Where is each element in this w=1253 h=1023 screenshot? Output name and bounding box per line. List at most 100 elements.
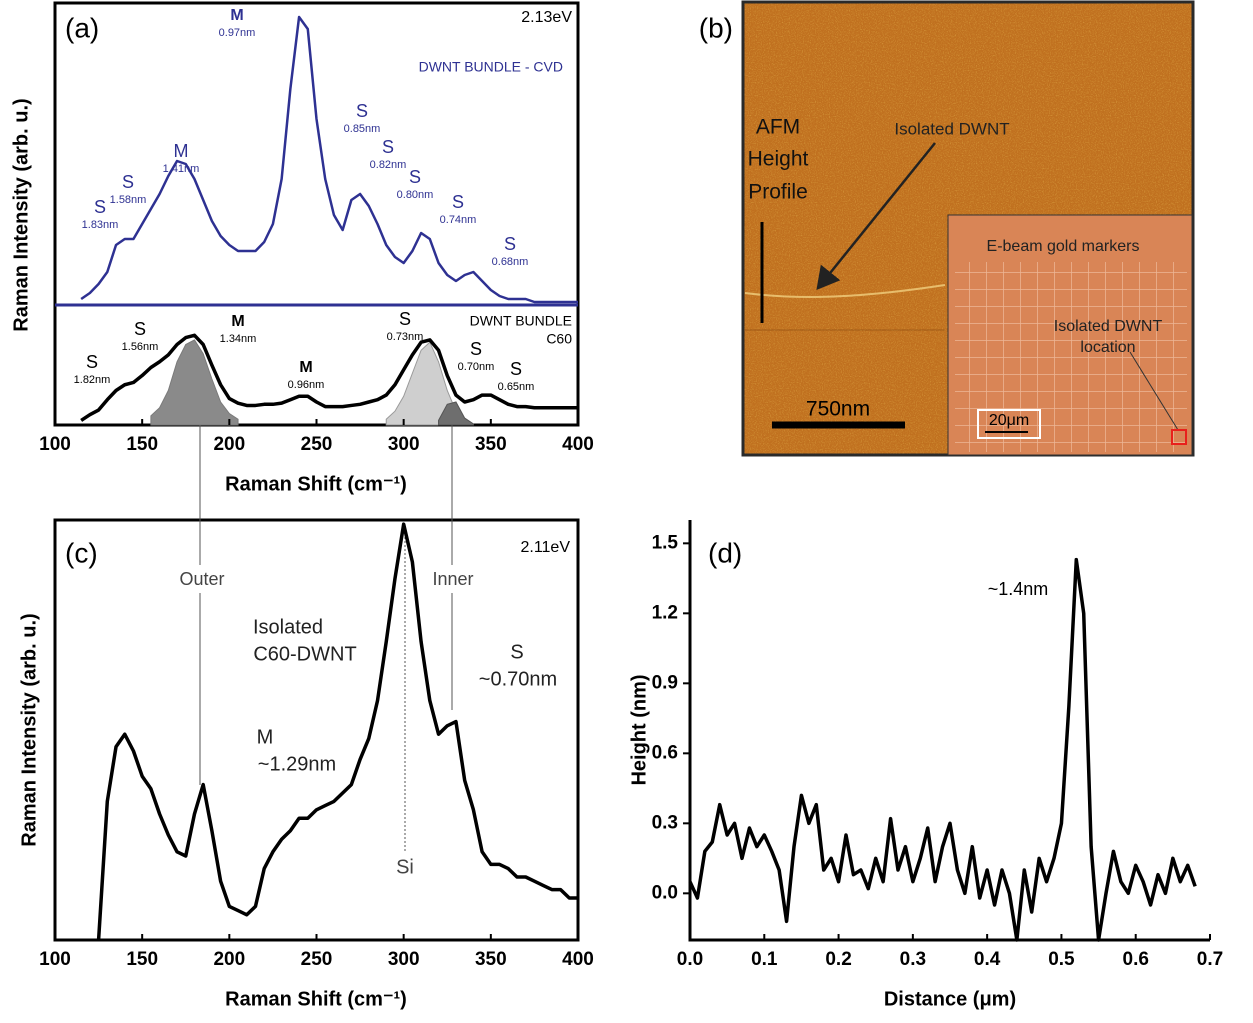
x-tick-label: 400 xyxy=(562,434,594,455)
profile-label: Height xyxy=(748,148,809,171)
y-tick-label: 0.0 xyxy=(652,882,678,903)
x-tick-label: 300 xyxy=(388,949,420,970)
annotation: (a) xyxy=(65,12,99,43)
peak-label: S xyxy=(470,339,482,359)
peak-label: S xyxy=(504,234,516,254)
x-tick-label: 250 xyxy=(301,434,333,455)
afm-panel: (b) AFM Height Profile Isolated DWNT 750… xyxy=(699,0,1195,457)
peak-label: S xyxy=(452,192,464,212)
peak-size: 1.34nm xyxy=(220,333,257,345)
peak-size: 0.73nm xyxy=(387,331,424,343)
peak-label: S xyxy=(86,352,98,372)
x-tick-label: 200 xyxy=(213,949,245,970)
scale-label: 750nm xyxy=(806,398,870,421)
location-pointer xyxy=(1129,351,1179,431)
annotation: 2.13eV xyxy=(521,9,572,26)
inset-scale-box xyxy=(977,409,1041,439)
peak-size: 0.82nm xyxy=(370,159,407,171)
annotation: S xyxy=(510,641,523,663)
line xyxy=(80,333,578,422)
peak-label: M xyxy=(299,359,312,376)
annotation: Inner xyxy=(432,569,473,589)
x-tick-label: 350 xyxy=(475,949,507,970)
annotation: (d) xyxy=(708,537,742,568)
peak-label: S xyxy=(134,319,146,339)
y-tick-label: 0.9 xyxy=(652,672,678,693)
annotation: (c) xyxy=(65,537,98,568)
x-tick-label: 0.4 xyxy=(974,949,1001,970)
peak-label: S xyxy=(356,101,368,121)
peak-size: 0.80nm xyxy=(397,189,434,201)
peak-label: S xyxy=(122,172,134,192)
annotation: C60 xyxy=(546,331,572,347)
arrow-label: Isolated DWNT xyxy=(894,119,1009,138)
annotation: ~1.4nm xyxy=(988,579,1049,599)
line xyxy=(96,522,578,941)
y-tick-label: 1.2 xyxy=(652,602,678,623)
peak-label: S xyxy=(399,309,411,329)
annotation: M xyxy=(257,726,274,748)
x-tick-label: 100 xyxy=(39,949,71,970)
y-axis-title: Height (nm) xyxy=(628,674,650,785)
peak-size: 0.74nm xyxy=(440,214,477,226)
x-tick-label: 0.0 xyxy=(677,949,703,970)
location-box xyxy=(1171,429,1187,445)
y-axis-title: Raman Intensity (arb. u.) xyxy=(10,98,32,331)
x-axis-title: Raman Shift (cm⁻¹) xyxy=(225,988,407,1010)
annotation: Outer xyxy=(179,569,224,589)
area xyxy=(150,339,239,426)
x-tick-label: 0.6 xyxy=(1123,949,1149,970)
inset-scale-label: 20μm xyxy=(989,412,1029,429)
peak-size: 0.70nm xyxy=(458,361,495,373)
peak-label: M xyxy=(230,7,243,24)
annotation: DWNT BUNDLE - CVD xyxy=(419,59,563,75)
x-tick-label: 150 xyxy=(126,434,158,455)
x-tick-label: 400 xyxy=(562,949,594,970)
peak-size: 1.41nm xyxy=(163,163,200,175)
annotation: DWNT BUNDLE xyxy=(470,313,572,329)
x-tick-label: 0.3 xyxy=(900,949,926,970)
y-tick-label: 0.3 xyxy=(652,812,678,833)
peak-size: 0.85nm xyxy=(344,123,381,135)
peak-label: M xyxy=(174,141,189,161)
y-axis-title: Raman Intensity (arb. u.) xyxy=(18,613,40,846)
y-tick-label: 1.5 xyxy=(652,532,679,553)
marker-grid xyxy=(955,262,1187,452)
x-tick-label: 0.1 xyxy=(751,949,778,970)
x-axis-title: Raman Shift (cm⁻¹) xyxy=(225,473,407,495)
location-label: Isolated DWNT xyxy=(1054,318,1163,335)
peak-label: M xyxy=(231,313,244,330)
annotation: Isolated xyxy=(253,616,323,638)
y-tick-label: 0.6 xyxy=(652,742,678,763)
peak-size: 0.97nm xyxy=(219,27,256,39)
panel-label: (b) xyxy=(699,12,733,43)
x-tick-label: 0.7 xyxy=(1197,949,1223,970)
peak-size: 0.68nm xyxy=(492,256,529,268)
annotation: C60-DWNT xyxy=(253,643,356,665)
area xyxy=(438,401,474,426)
peak-label: S xyxy=(382,137,394,157)
peak-label: S xyxy=(510,359,522,379)
x-tick-label: 200 xyxy=(213,434,245,455)
peak-size: 1.83nm xyxy=(82,219,119,231)
x-tick-label: 150 xyxy=(126,949,158,970)
annotation: 2.11eV xyxy=(520,539,570,556)
annotation: ~1.29nm xyxy=(258,753,336,775)
x-tick-label: 350 xyxy=(475,434,507,455)
x-tick-label: 0.2 xyxy=(825,949,851,970)
profile-label: AFM xyxy=(756,116,800,139)
annotation: ~0.70nm xyxy=(479,668,557,690)
peak-label: S xyxy=(94,197,106,217)
peak-size: 0.65nm xyxy=(498,381,535,393)
line xyxy=(80,15,578,304)
dwnt-trace xyxy=(744,284,946,298)
peak-size: 1.58nm xyxy=(110,194,147,206)
x-axis-title: Distance (μm) xyxy=(884,988,1016,1010)
peak-size: 1.82nm xyxy=(74,374,111,386)
profile-label: Profile xyxy=(748,181,808,204)
peak-size: 0.96nm xyxy=(288,379,325,391)
panel-c-frame xyxy=(53,518,580,942)
x-tick-label: 0.5 xyxy=(1048,949,1075,970)
